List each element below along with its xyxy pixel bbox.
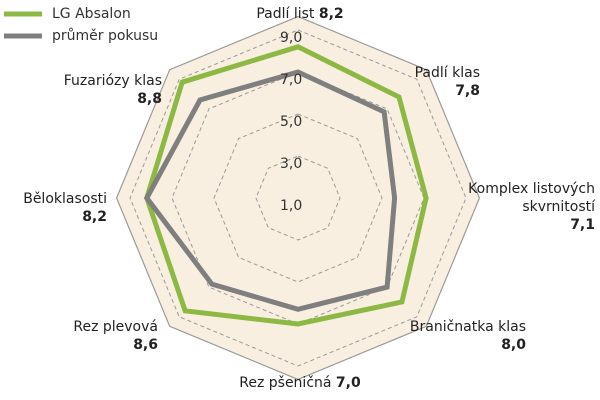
category-name: Rez pšeničná: [239, 375, 332, 391]
category-name: Fuzariózy klas: [63, 73, 162, 89]
value-label: 8,6: [133, 337, 158, 353]
category-label: Komplex listových skvrnitostí 7,1: [440, 180, 595, 234]
grid-ring: [255, 155, 341, 241]
r-tick-label: 9,0: [280, 30, 302, 46]
category-name: Rez plevová: [73, 319, 158, 335]
r-tick-label: 3,0: [280, 156, 302, 172]
category-name: Braničnatka klas: [409, 319, 526, 335]
value-label: 7,1: [570, 217, 595, 233]
category-label: Padlí list 8,2: [200, 5, 400, 23]
category-label: Běloklasosti 8,2: [5, 190, 107, 226]
value-label: 7,0: [335, 375, 361, 391]
category-label: Rez plevová 8,6: [40, 318, 158, 354]
value-label: 8,8: [137, 91, 162, 107]
legend-label: průměr pokusu: [52, 28, 158, 44]
category-name: Padlí list: [256, 6, 315, 22]
grid-ring: [129, 29, 467, 367]
category-name: Běloklasosti: [23, 191, 107, 207]
category-label: Fuzariózy klas 8,8: [40, 72, 162, 108]
legend-label: LG Absalon: [52, 6, 131, 22]
category-name: Padlí klas: [414, 65, 480, 81]
category-label: Padlí klas 7,8: [380, 64, 480, 100]
category-label: Rez pšeničná 7,0: [200, 374, 400, 392]
value-label: 8,2: [318, 6, 344, 22]
r-tick-label: 7,0: [280, 72, 302, 88]
series-line: [144, 44, 429, 327]
category-label: Braničnatka klas 8,0: [380, 318, 526, 354]
value-label: 8,2: [82, 209, 107, 225]
value-label: 8,0: [501, 337, 526, 353]
series-line: [143, 69, 398, 312]
value-label: 7,8: [455, 83, 480, 99]
grid-ring: [213, 113, 383, 283]
r-tick-label: 1,0: [280, 198, 302, 214]
r-tick-label: 5,0: [280, 114, 302, 130]
category-name: Komplex listových skvrnitostí: [468, 181, 595, 215]
